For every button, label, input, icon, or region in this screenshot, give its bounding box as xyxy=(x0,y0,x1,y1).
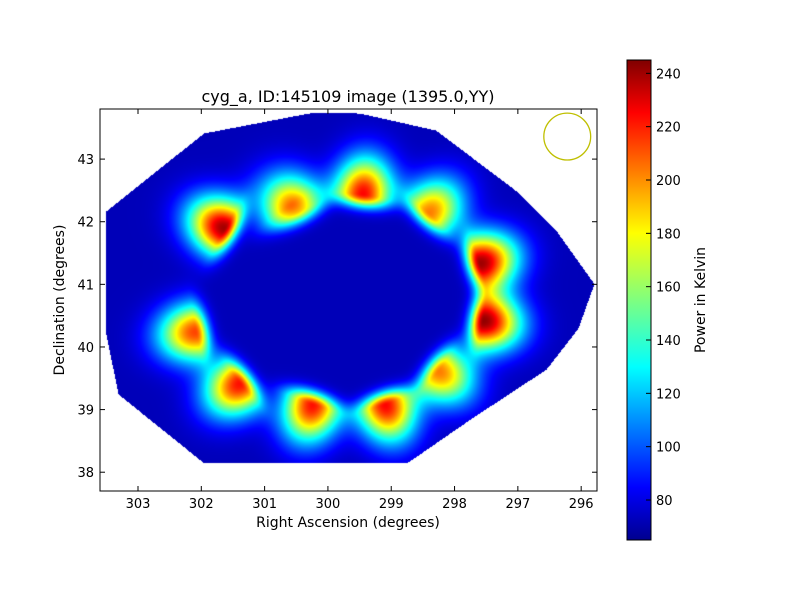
colorbar-tick-label: 100 xyxy=(656,441,681,456)
colorbar-tick-label: 160 xyxy=(656,281,681,296)
chart-title: cyg_a, ID:145109 image (1395.0,YY) xyxy=(201,87,494,107)
x-axis-label: Right Ascension (degrees) xyxy=(256,515,440,531)
y-tick-label: 39 xyxy=(77,404,94,419)
x-tick-label: 301 xyxy=(252,497,277,512)
y-tick-label: 42 xyxy=(77,216,94,231)
colorbar-tick-label: 80 xyxy=(656,494,673,509)
colorbar-tick-label: 140 xyxy=(656,334,681,349)
x-tick-label: 302 xyxy=(189,497,214,512)
y-tick-label: 40 xyxy=(77,341,94,356)
x-tick-label: 303 xyxy=(126,497,151,512)
plot-frame xyxy=(99,108,598,492)
x-tick-label: 297 xyxy=(505,497,530,512)
colorbar-tick-label: 240 xyxy=(656,67,681,82)
x-tick-label: 296 xyxy=(569,497,594,512)
beam-marker xyxy=(543,112,592,161)
x-tick-label: 298 xyxy=(442,497,467,512)
x-tick-label: 299 xyxy=(379,497,404,512)
y-tick-label: 43 xyxy=(77,153,94,168)
y-tick-label: 38 xyxy=(77,466,94,481)
colorbar-tick-label: 180 xyxy=(656,227,681,242)
colorbar-tick-label: 120 xyxy=(656,387,681,402)
y-axis-label: Declination (degrees) xyxy=(52,225,68,376)
colorbar xyxy=(627,60,651,540)
colorbar-tick-label: 220 xyxy=(656,121,681,136)
y-tick-label: 41 xyxy=(77,278,94,293)
colorbar-tick-label: 200 xyxy=(656,174,681,189)
x-tick-label: 300 xyxy=(316,497,341,512)
heatmap-image xyxy=(100,109,597,491)
colorbar-frame xyxy=(626,59,652,541)
colorbar-label: Power in Kelvin xyxy=(693,247,709,353)
